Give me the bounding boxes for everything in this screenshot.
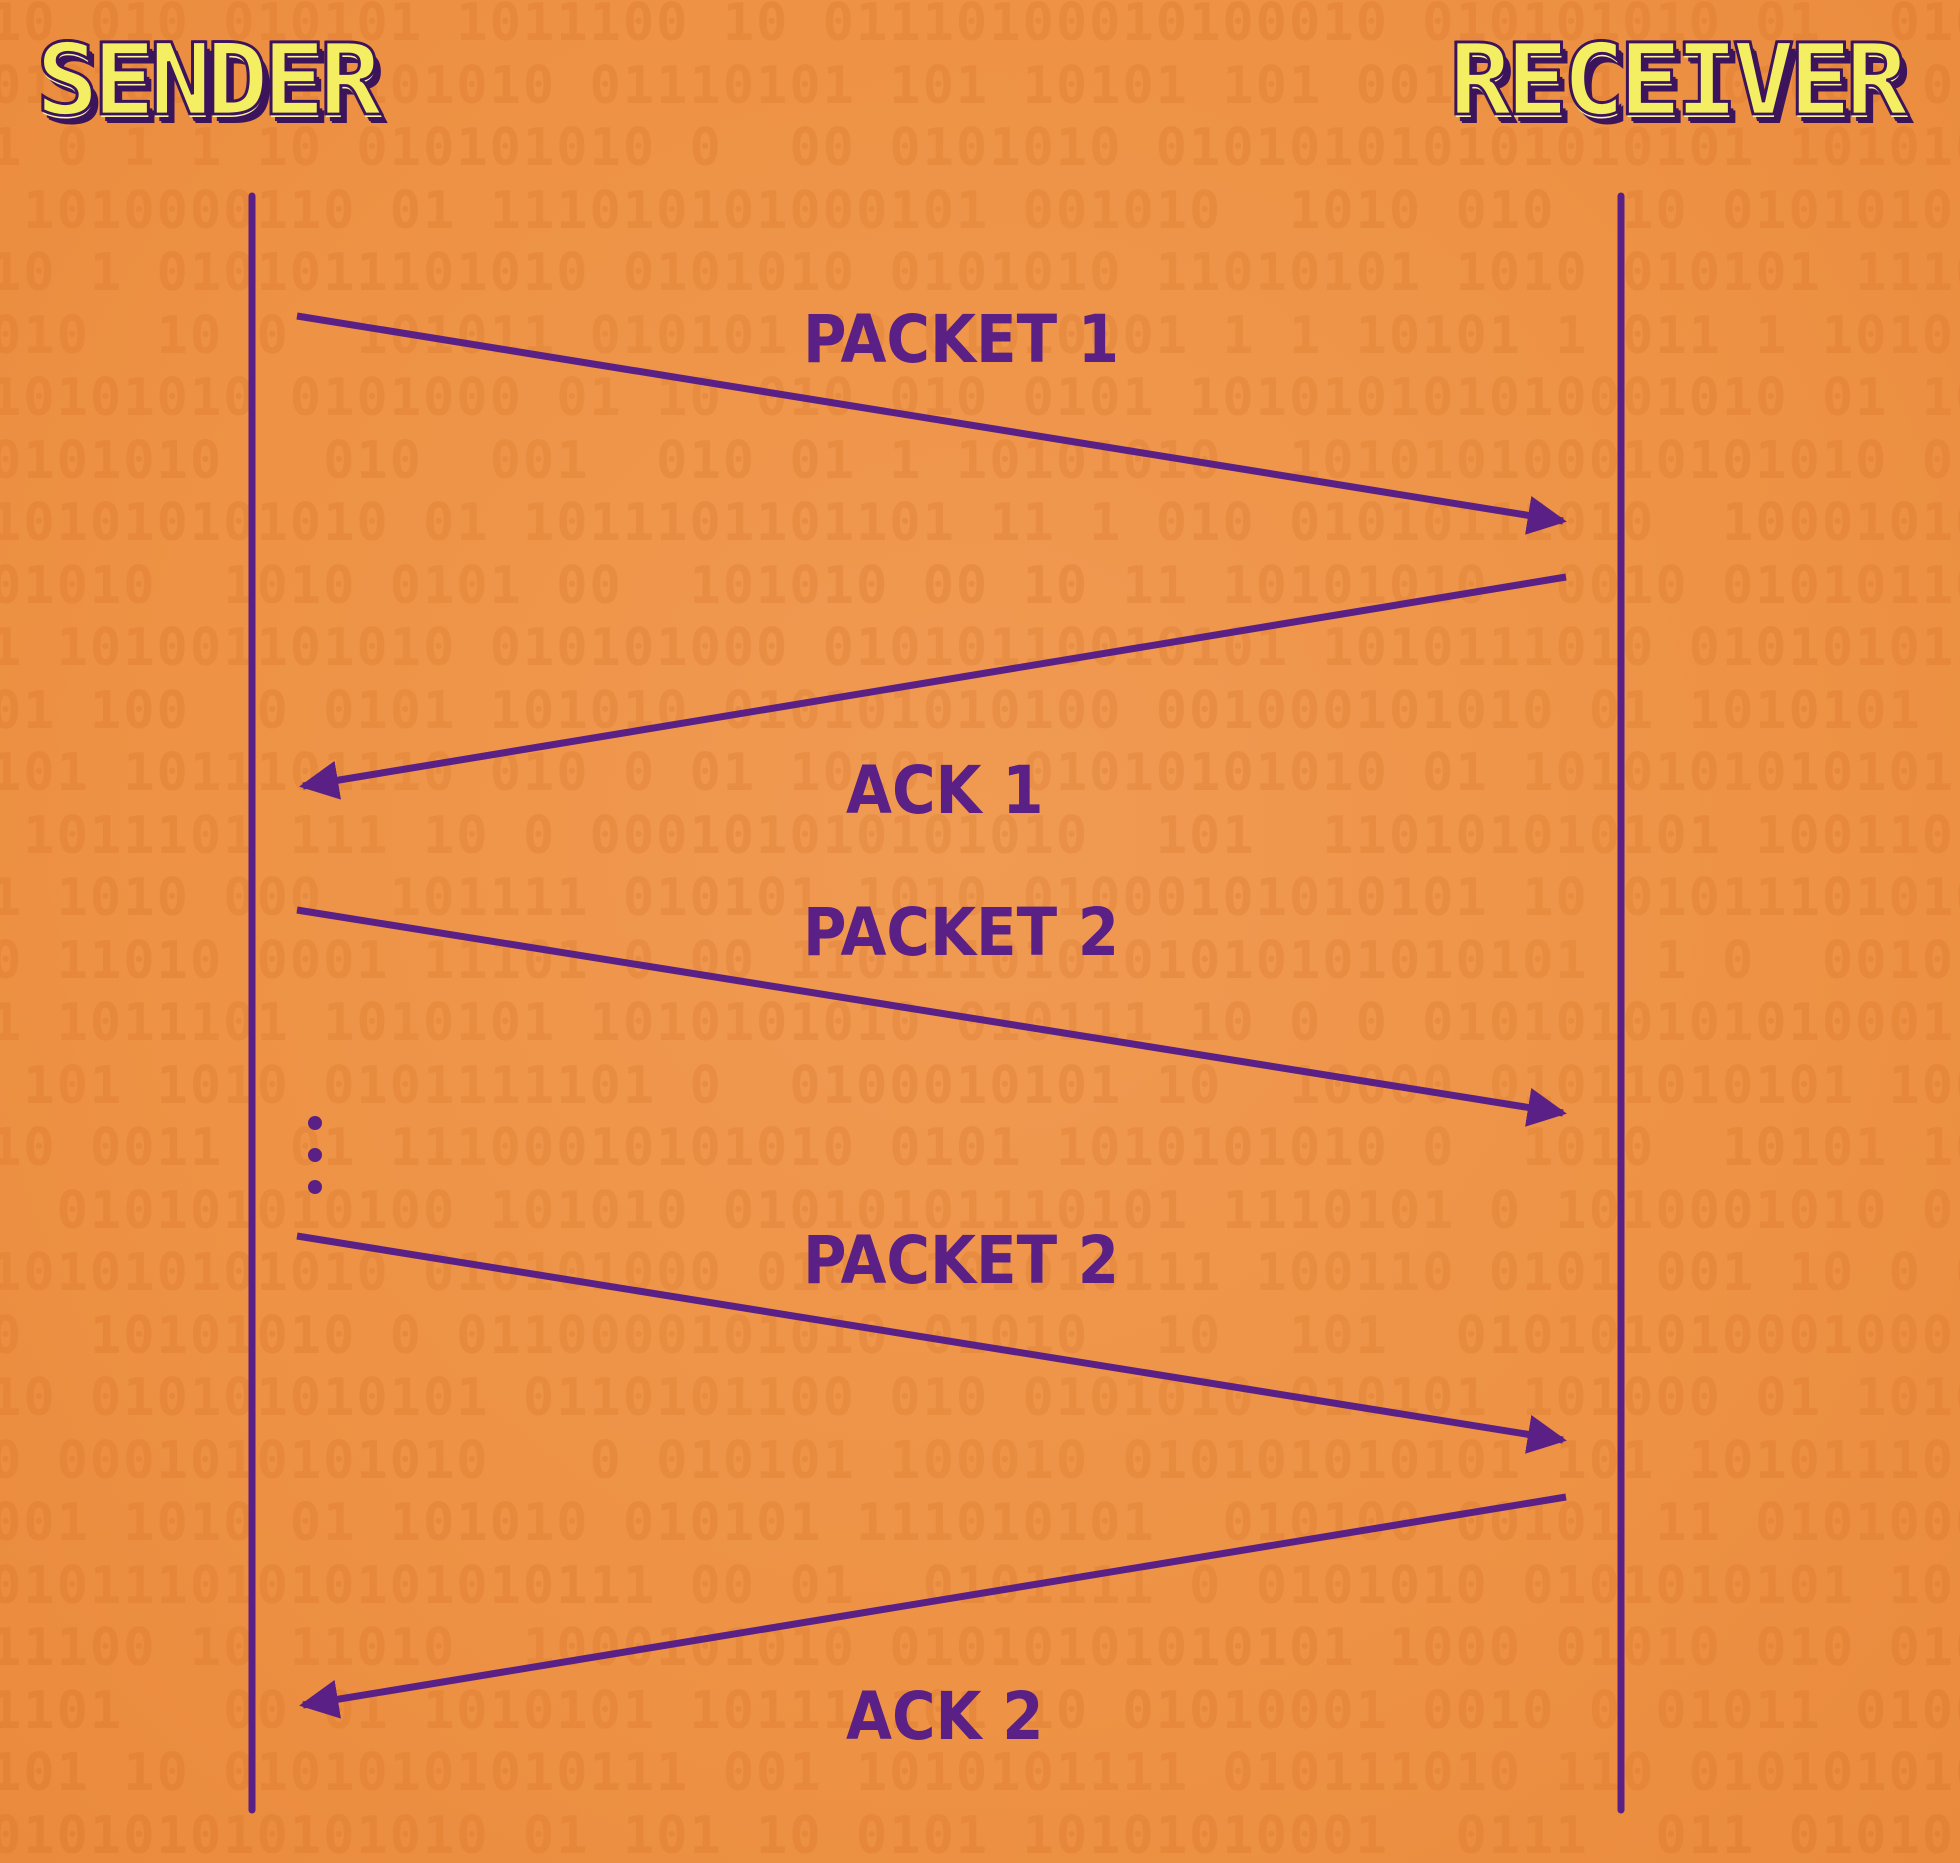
- packet-2-retransmit-arrow: [296, 1232, 1567, 1454]
- packet-2-arrow: [296, 906, 1567, 1127]
- message-packet-2: PACKET 2: [296, 894, 1567, 1127]
- ellipsis-dot: [308, 1148, 322, 1162]
- message-packet-1: PACKET 1: [296, 301, 1567, 535]
- ack-2-label: ACK 2: [846, 1678, 1044, 1755]
- message-ack-2: ACK 2: [299, 1493, 1567, 1755]
- sender-title: SENDER: [35, 22, 384, 138]
- ellipsis-dots: [308, 1116, 322, 1194]
- packet-2-retransmit-label: PACKET 2: [803, 1222, 1119, 1299]
- receiver-title: RECEIVER: [1448, 22, 1910, 138]
- packet-1-label: PACKET 1: [803, 301, 1119, 378]
- ellipsis-dot: [308, 1180, 322, 1194]
- message-packet-2-retransmit: PACKET 2: [296, 1222, 1567, 1454]
- packet-2-label: PACKET 2: [803, 894, 1119, 971]
- packet-1-arrow: [296, 312, 1567, 535]
- message-ack-1: ACK 1: [299, 573, 1567, 829]
- ellipsis-dot: [308, 1116, 322, 1130]
- ack-2-arrow: [299, 1493, 1567, 1719]
- ack-1-arrow: [299, 573, 1567, 800]
- ack-1-label: ACK 1: [846, 752, 1044, 829]
